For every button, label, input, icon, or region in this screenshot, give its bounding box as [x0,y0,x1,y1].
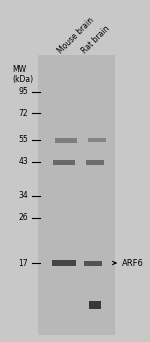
Bar [84,261,102,265]
Text: ARF6: ARF6 [122,259,144,267]
Text: 17: 17 [18,259,28,267]
Text: 26: 26 [18,213,28,223]
Text: 95: 95 [18,88,28,96]
Text: Rat brain: Rat brain [81,24,112,55]
Text: Mouse brain: Mouse brain [56,15,95,55]
Text: 34: 34 [18,192,28,200]
Bar [88,138,106,142]
Bar [52,260,76,266]
Bar [38,55,115,335]
Bar [89,301,101,309]
Text: 43: 43 [18,158,28,167]
Bar [86,159,104,165]
Text: MW
(kDa): MW (kDa) [12,65,33,84]
Text: 55: 55 [18,135,28,145]
Bar [55,137,77,143]
Bar [53,159,75,165]
Text: 72: 72 [18,108,28,118]
